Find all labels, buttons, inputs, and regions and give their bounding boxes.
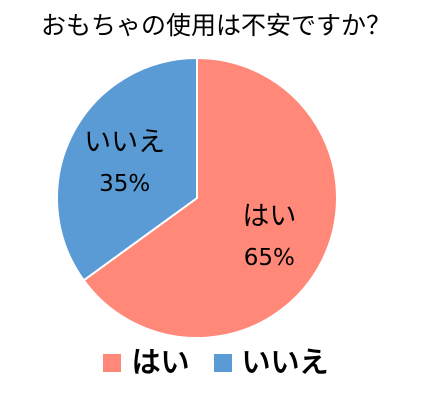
legend-label-no: いいえ: [241, 345, 329, 379]
legend-swatch-yes: [103, 353, 122, 372]
slice-label-no: いいえ: [84, 127, 165, 158]
legend-swatch-no: [213, 353, 232, 372]
legend: はい いいえ: [0, 348, 432, 377]
legend-item-no: いいえ: [213, 345, 329, 379]
slice-value-no: 35%: [99, 171, 150, 197]
slice-value-yes: 65%: [244, 245, 295, 271]
legend-item-yes: はい: [103, 345, 190, 379]
legend-label-yes: はい: [131, 345, 190, 379]
pie-slice-yes: [82, 56, 338, 339]
slice-label-yes: はい: [242, 201, 296, 232]
pie-slice-no: [56, 56, 198, 282]
chart-title: おもちゃの使用は不安ですか？: [40, 11, 391, 40]
